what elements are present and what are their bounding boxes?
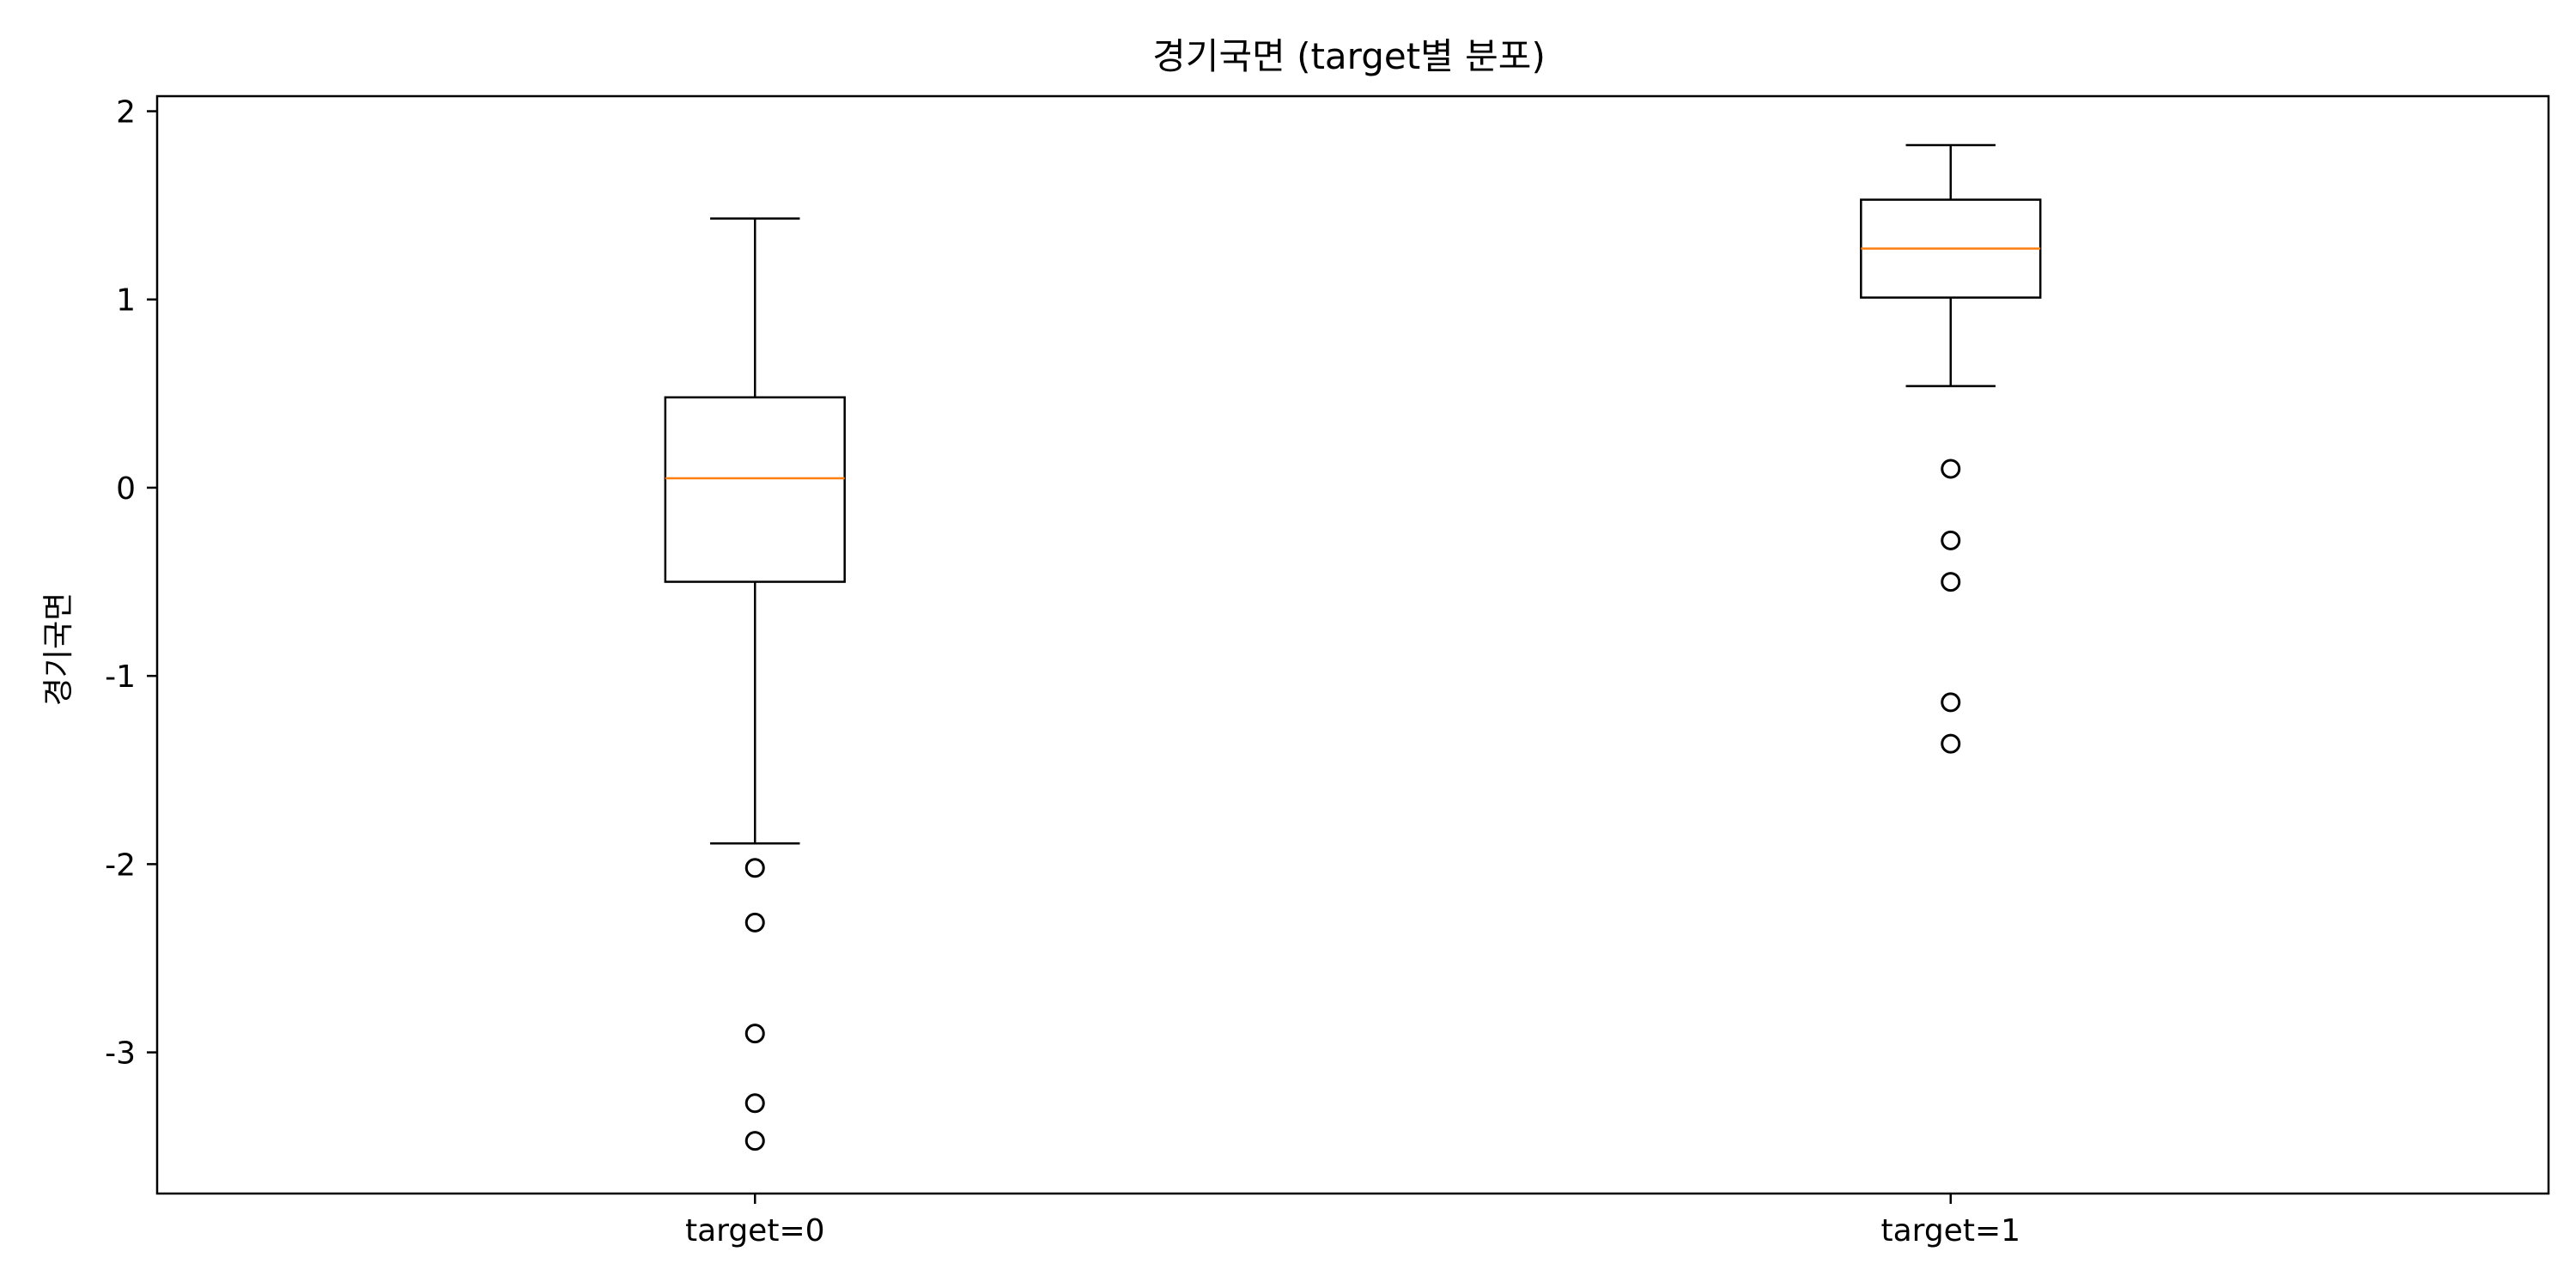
axis-ticks: target=0 target=1 2 1 0 -1 -2 -3 bbox=[105, 95, 2020, 1249]
y-tick-label: 0 bbox=[116, 471, 136, 507]
outlier-point bbox=[1941, 459, 1961, 479]
outlier-point bbox=[744, 1024, 765, 1044]
box-group-1 bbox=[1860, 143, 2042, 754]
y-tick-label: 2 bbox=[116, 95, 136, 131]
outlier-point bbox=[1941, 572, 1961, 592]
x-tick-label: target=0 bbox=[685, 1213, 825, 1249]
x-tick-label: target=1 bbox=[1880, 1213, 2020, 1249]
outlier-point bbox=[1941, 692, 1961, 713]
outlier-point bbox=[744, 858, 765, 878]
y-tick-label: 1 bbox=[116, 283, 136, 319]
outlier-point bbox=[744, 912, 765, 933]
outlier-point bbox=[744, 1131, 765, 1151]
plot-marks bbox=[664, 143, 2042, 1151]
y-tick-label: -2 bbox=[105, 848, 136, 883]
y-tick-label: -3 bbox=[105, 1036, 136, 1072]
chart-title: 경기국면 (target별 분포) bbox=[1152, 35, 1546, 77]
y-axis-label: 경기국면 bbox=[41, 592, 76, 706]
outlier-point bbox=[1941, 530, 1961, 550]
plot-frame bbox=[155, 94, 2550, 1195]
iqr-box bbox=[664, 396, 846, 583]
y-tick-label: -1 bbox=[105, 659, 136, 695]
box-group-0 bbox=[664, 217, 846, 1151]
outlier-point bbox=[1941, 733, 1961, 754]
outlier-point bbox=[744, 1093, 765, 1114]
